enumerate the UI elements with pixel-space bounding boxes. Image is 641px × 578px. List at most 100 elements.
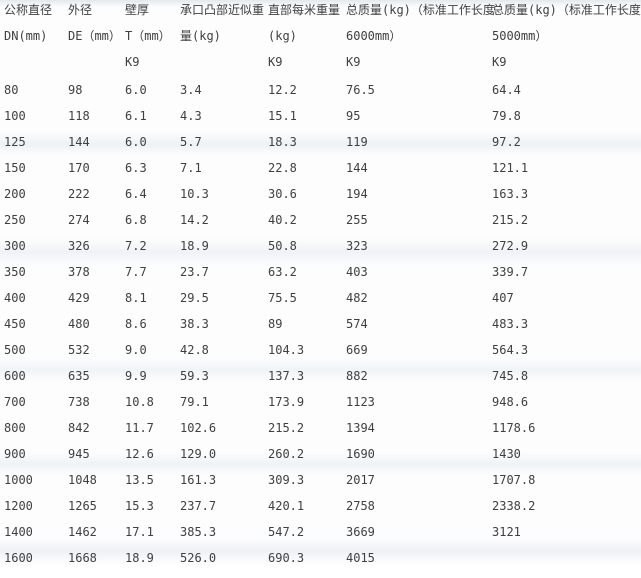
table-row: 1200 1265 15.3 237.7 420.1 2758 2338.2 (0, 500, 641, 526)
table-cell: 137.3 (268, 369, 305, 383)
table-cell: 100 (4, 109, 26, 123)
pipe-spec-table-page: 公称直径 外径 壁厚 承口凸部近似重 直部每米重量 总质量(kg)（标准工作长度 总质量(k… (0, 0, 641, 565)
table-cell: 98 (68, 83, 83, 97)
table-header-line1: 公称直径 外径 壁厚 承口凸部近似重 直部每米重量 总质量(kg)（标准工作长度 总质量(k… (0, 4, 641, 30)
table-cell: 948.6 (492, 395, 529, 409)
table-cell: 482 (346, 291, 368, 305)
table-cell: 6.4 (125, 187, 147, 201)
table-cell: 274 (68, 213, 90, 227)
table-cell: 3121 (492, 525, 521, 539)
table-cell: 10.3 (180, 187, 209, 201)
table-cell: 600 (4, 369, 26, 383)
table-cell: 1600 (4, 551, 33, 565)
table-cell: 2017 (346, 473, 375, 487)
table-header-line3: K9 K9 K9 K9 (0, 56, 641, 84)
table-cell: 50.8 (268, 239, 297, 253)
table-cell: 309.3 (268, 473, 305, 487)
table-cell: 104.3 (268, 343, 305, 357)
table-cell: 76.5 (346, 83, 375, 97)
table-cell: 1000 (4, 473, 33, 487)
column-header: (kg) (268, 29, 297, 43)
table-cell: 80 (4, 83, 19, 97)
table-cell: 125 (4, 135, 26, 149)
table-cell: 1668 (68, 551, 97, 565)
table-cell: 200 (4, 187, 26, 201)
table-cell: 1430 (492, 447, 521, 461)
table-cell: 1178.6 (492, 421, 536, 435)
table-row: 250 274 6.8 14.2 40.2 255 215.2 (0, 214, 641, 240)
column-header: DN(mm) (4, 29, 48, 43)
table-cell: 690.3 (268, 551, 305, 565)
table-row: 500 532 9.0 42.8 104.3 669 564.3 (0, 344, 641, 370)
table-cell: 1394 (346, 421, 375, 435)
table-cell: 450 (4, 317, 26, 331)
table-cell: 3669 (346, 525, 375, 539)
table-cell: 532 (68, 343, 90, 357)
table-cell: 97.2 (492, 135, 521, 149)
table-cell: 59.3 (180, 369, 209, 383)
column-header: 直部每米重量 (268, 3, 341, 17)
table-cell: 7.7 (125, 265, 147, 279)
table-cell: 4015 (346, 551, 375, 565)
table-cell: 2758 (346, 499, 375, 513)
table-row: 100 118 6.1 4.3 15.1 95 79.8 (0, 110, 641, 136)
table-cell: 75.5 (268, 291, 297, 305)
column-header: 壁厚 (125, 3, 150, 17)
table-cell: 526.0 (180, 551, 217, 565)
table-cell: 250 (4, 213, 26, 227)
table-cell: 10.8 (125, 395, 154, 409)
table-cell: 161.3 (180, 473, 217, 487)
table-cell: 326 (68, 239, 90, 253)
table-cell: 6.0 (125, 83, 147, 97)
table-cell: 40.2 (268, 213, 297, 227)
table-cell: 42.8 (180, 343, 209, 357)
table-cell: 6.3 (125, 161, 147, 175)
table-row: 400 429 8.1 29.5 75.5 482 407 (0, 292, 641, 318)
table-body: 80 98 6.0 3.4 12.2 76.5 64.4 100 118 6.1 4.3 15.1 95… (0, 84, 641, 578)
table-cell: 1265 (68, 499, 97, 513)
table-cell: 272.9 (492, 239, 529, 253)
table-cell: 215.2 (492, 213, 529, 227)
table-cell: 900 (4, 447, 26, 461)
table-row: 450 480 8.6 38.3 89 574 483.3 (0, 318, 641, 344)
table-cell: 945 (68, 447, 90, 461)
table-cell: 260.2 (268, 447, 305, 461)
table-cell: 420.1 (268, 499, 305, 513)
table-cell: 350 (4, 265, 26, 279)
table-cell: 163.3 (492, 187, 529, 201)
table-cell: 22.8 (268, 161, 297, 175)
table-cell: 95 (346, 109, 361, 123)
table-cell: 483.3 (492, 317, 529, 331)
table-cell: 7.2 (125, 239, 147, 253)
table-cell: 1400 (4, 525, 33, 539)
table-cell: 18.3 (268, 135, 297, 149)
table-row: 125 144 6.0 5.7 18.3 119 97.2 (0, 136, 641, 162)
table-cell: 38.3 (180, 317, 209, 331)
table-cell: 300 (4, 239, 26, 253)
table-cell: 1707.8 (492, 473, 536, 487)
table-cell: 339.7 (492, 265, 529, 279)
table-row: 600 635 9.9 59.3 137.3 882 745.8 (0, 370, 641, 396)
table-row: 1600 1668 18.9 526.0 690.3 4015 (0, 552, 641, 578)
table-cell: 669 (346, 343, 368, 357)
table-row: 1000 1048 13.5 161.3 309.3 2017 1707.8 (0, 474, 641, 500)
table-cell: 6.8 (125, 213, 147, 227)
table-cell: 882 (346, 369, 368, 383)
table-cell: 118 (68, 109, 90, 123)
table-cell: 323 (346, 239, 368, 253)
column-header: 外径 (68, 3, 93, 17)
table-cell: 3.4 (180, 83, 202, 97)
table-cell: 14.2 (180, 213, 209, 227)
table-cell: 700 (4, 395, 26, 409)
table-row: 350 378 7.7 23.7 63.2 403 339.7 (0, 266, 641, 292)
table-row: 200 222 6.4 10.3 30.6 194 163.3 (0, 188, 641, 214)
table-cell: 173.9 (268, 395, 305, 409)
table-cell: 1462 (68, 525, 97, 539)
table-cell: 842 (68, 421, 90, 435)
table-cell: 800 (4, 421, 26, 435)
table-cell: 547.2 (268, 525, 305, 539)
table-cell: 29.5 (180, 291, 209, 305)
column-header: 公称直径 (4, 3, 53, 17)
table-row: 900 945 12.6 129.0 260.2 1690 1430 (0, 448, 641, 474)
table-cell: 15.1 (268, 109, 297, 123)
